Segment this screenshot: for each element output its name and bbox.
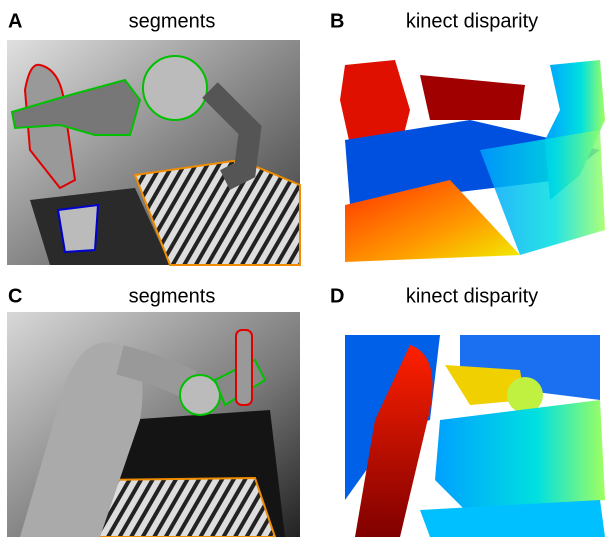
panel-letter: B (330, 10, 344, 32)
segments-image (7, 312, 300, 537)
panel-title: segments (129, 10, 216, 32)
panel-title: kinect disparity (406, 10, 538, 32)
disparity-image (338, 330, 610, 537)
disparity-image (338, 55, 610, 265)
panel-letter: D (330, 285, 344, 307)
segments-image (7, 40, 301, 266)
panel-letter: A (8, 10, 22, 32)
panel-title: segments (129, 285, 216, 307)
panel-letter: C (8, 285, 22, 307)
panel-title: kinect disparity (406, 285, 538, 307)
